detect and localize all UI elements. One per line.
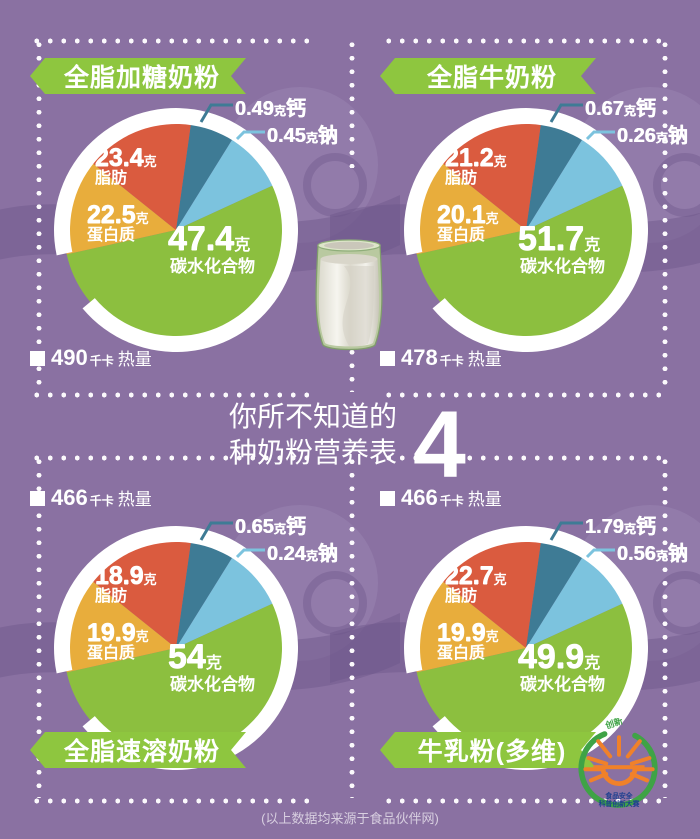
svg-text:科普创新大赛: 科普创新大赛 [599,799,640,808]
svg-text:食品安全: 食品安全 [604,791,632,800]
svg-text:创新: 创新 [603,718,624,731]
